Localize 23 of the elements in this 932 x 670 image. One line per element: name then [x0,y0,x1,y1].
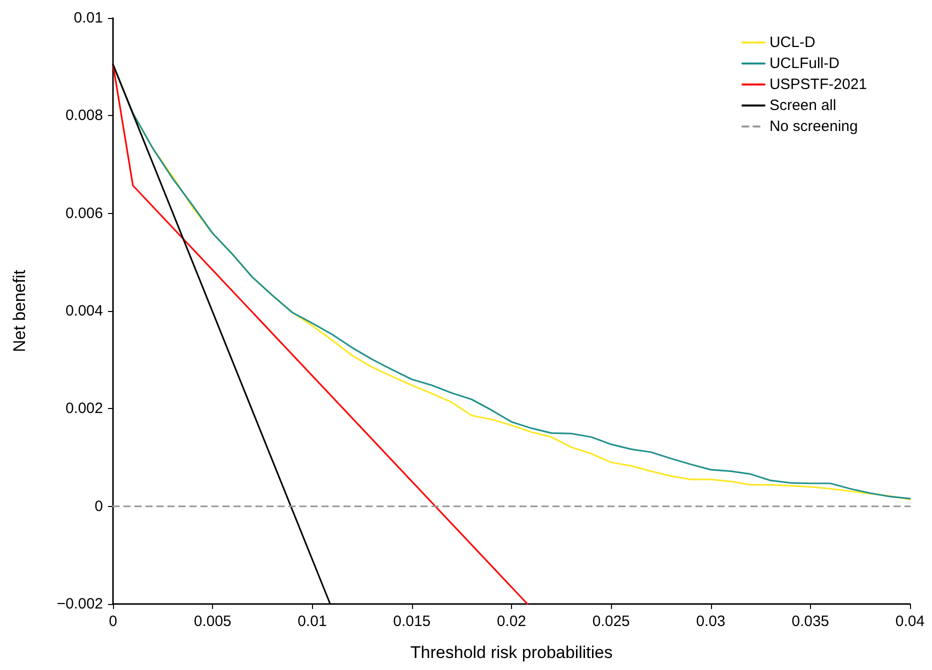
y-tick-label: 0.01 [74,10,103,26]
legend-label: Screen all [769,97,836,114]
x-axis-title: Threshold risk probabilities [410,643,613,662]
legend-label: UCLFull-D [769,55,840,72]
legend-label: USPSTF-2021 [769,76,868,93]
y-tick-label: 0 [94,498,103,515]
x-tick-label: 0.02 [496,613,526,630]
x-tick-label: 0 [108,613,118,630]
x-tick-label: 0.035 [792,613,830,630]
y-tick-label: 0.002 [65,400,103,418]
x-tick-label: 0.01 [298,613,327,630]
x-tick-label: 0.015 [393,613,431,630]
x-tick-label: 0.025 [592,613,630,630]
y-tick-label: 0.008 [65,107,103,124]
x-tick-label: 0.04 [895,613,925,630]
legend-label: No screening [769,118,858,135]
legend-label: UCL-D [769,34,816,51]
x-tick-label: 0.005 [194,613,232,630]
y-axis-title: Net benefit [10,270,29,352]
y-tick-label: 0.004 [65,302,103,320]
x-tick-label: 0.03 [696,613,726,630]
y-tick-label: 0.006 [65,204,103,222]
y-tick-label: −0.002 [56,596,103,612]
